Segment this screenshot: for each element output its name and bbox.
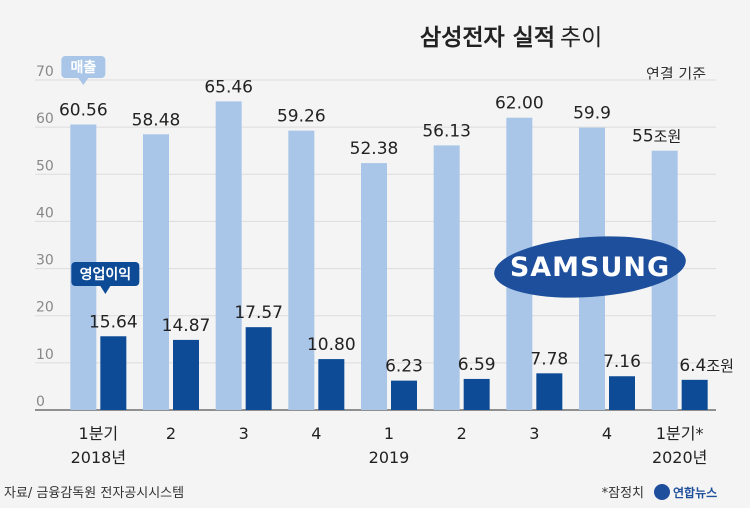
bar-revenue <box>288 130 315 411</box>
bar-profit-value: 14.87 <box>162 316 211 336</box>
x-tick-label: 4 <box>602 424 612 443</box>
bar-operating-profit <box>681 379 708 410</box>
yonhap-logo-icon <box>654 484 670 500</box>
year-label: 2020년 <box>652 448 707 467</box>
y-tick-label: 50 <box>36 158 54 174</box>
bar-revenue-value: 55 <box>632 127 654 147</box>
y-tick-label: 20 <box>36 300 54 316</box>
bar-operating-profit <box>609 376 635 410</box>
source-note: 자료/ 금융감독원 전자공시시스템 <box>4 486 184 501</box>
legend-profit-pointer <box>100 286 111 294</box>
bar-revenue <box>215 101 242 410</box>
y-tick-label: 0 <box>36 394 45 410</box>
yonhap-logo: 연합뉴스 <box>654 484 717 500</box>
legend-revenue-pointer <box>78 78 89 85</box>
bar-revenue-value: 58.48 <box>132 110 181 130</box>
x-tick-label: 1분기 <box>79 424 119 443</box>
bar-profit-value: 6.23 <box>385 357 423 377</box>
bar-profit-label: 10.80 <box>307 335 356 355</box>
bar-revenue-label: 59.26 <box>277 107 326 127</box>
bar-revenue-value: 60.56 <box>59 101 108 121</box>
x-tick-label: 2 <box>457 424 467 443</box>
samsung-logo: SAMSUNG <box>494 236 686 298</box>
yonhap-brand: 연합뉴스 <box>673 485 717 500</box>
x-tick-label: 1분기* <box>656 424 704 443</box>
bar-revenue-label: 65.46 <box>204 77 253 97</box>
samsung-logo-ellipse <box>494 236 686 298</box>
bar-revenue-label: 58.48 <box>132 110 181 130</box>
y-tick-label: 40 <box>36 205 54 221</box>
x-tick-label: 4 <box>311 424 321 443</box>
bar-revenue-label: 60.56 <box>59 101 108 121</box>
bar-revenue-label: 56.13 <box>422 121 471 141</box>
year-label: 2018년 <box>71 448 126 467</box>
samsung-logo-text: SAMSUNG <box>510 252 670 283</box>
bar-profit-value: 15.64 <box>89 312 138 332</box>
bar-operating-profit <box>173 339 199 410</box>
bar-profit-value: 6.4 <box>679 356 706 376</box>
y-tick-label: 70 <box>36 64 54 80</box>
bar-revenue-value: 59.9 <box>573 104 611 124</box>
year-label: 2019 <box>369 448 410 467</box>
bar-profit-value: 17.57 <box>234 303 283 323</box>
bar-revenue-value: 59.26 <box>277 107 326 127</box>
bar-revenue <box>433 145 460 410</box>
y-tick-label: 30 <box>36 253 54 269</box>
legend-revenue-label: 매출 <box>70 59 96 76</box>
y-tick-label: 10 <box>36 347 54 363</box>
bar-profit-value: 6.59 <box>458 355 496 375</box>
bar-revenue-value: 52.38 <box>350 139 399 159</box>
x-tick-label: 1 <box>384 424 394 443</box>
bar-revenue <box>361 163 387 410</box>
bar-profit-label: 15.64 <box>89 312 138 332</box>
bar-revenue-value: 56.13 <box>422 121 471 141</box>
x-tick-label: 3 <box>239 424 249 443</box>
bar-operating-profit <box>463 378 490 410</box>
unit-label: 조원 <box>654 128 682 146</box>
bar-profit-value: 7.16 <box>603 352 641 372</box>
legend-revenue-callout <box>61 56 106 78</box>
bar-revenue-value: 65.46 <box>204 77 253 97</box>
x-tick-label: 2 <box>166 424 176 443</box>
chart-title-suffix: 추이 <box>560 25 602 51</box>
unit-label: 조원 <box>706 357 734 375</box>
bar-profit-label: 14.87 <box>162 316 211 336</box>
chart-title: 삼성전자 실적 <box>420 25 555 51</box>
bar-profit-label: 7.16 <box>603 352 641 372</box>
bar-operating-profit <box>245 327 272 410</box>
bar-operating-profit <box>536 373 563 410</box>
bar-revenue-value: 62.00 <box>495 94 544 114</box>
bar-profit-label: 17.57 <box>234 303 283 323</box>
bar-profit-label: 6.4조원 <box>679 356 734 376</box>
bar-profit-label: 7.78 <box>530 349 568 369</box>
bar-revenue <box>143 134 169 410</box>
provisional-note: *잠정치 <box>602 486 644 501</box>
basis-label: 연결 기준 <box>646 65 706 83</box>
bar-operating-profit <box>318 359 345 410</box>
bar-revenue-label: 55조원 <box>632 127 681 147</box>
legend-profit-callout <box>71 262 140 286</box>
bar-profit-value: 10.80 <box>307 335 356 355</box>
y-tick-label: 60 <box>36 111 54 127</box>
bar-revenue-label: 59.9 <box>573 104 611 124</box>
x-tick-label: 3 <box>529 424 539 443</box>
bar-revenue-label: 52.38 <box>350 139 399 159</box>
bar-profit-label: 6.23 <box>385 357 423 377</box>
bar-profit-value: 7.78 <box>530 349 568 369</box>
bar-revenue-label: 62.00 <box>495 94 544 114</box>
bar-operating-profit <box>100 336 127 410</box>
legend-profit-label: 영업이익 <box>80 266 132 283</box>
bar-profit-label: 6.59 <box>458 355 496 375</box>
bar-operating-profit <box>391 380 417 410</box>
